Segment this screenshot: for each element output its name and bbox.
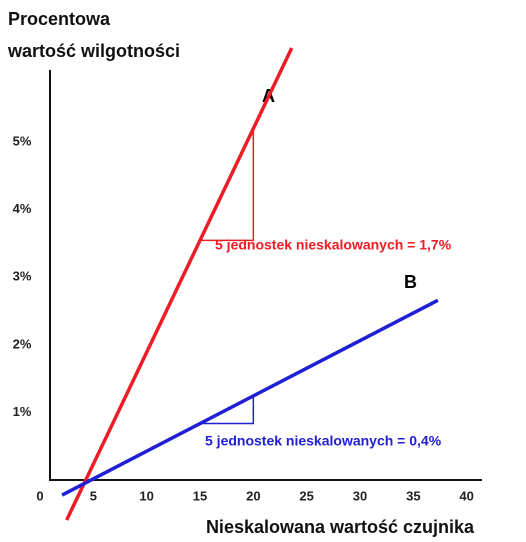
series-line [61, 298, 439, 497]
x-tick-label: 15 [193, 489, 207, 504]
slope-triangle [200, 395, 255, 425]
series-label: B [404, 272, 417, 292]
x-tick-label: 35 [406, 489, 420, 504]
annotation: 5 jednostek nieskalowanych = 1,7% [215, 237, 452, 253]
annotation: 5 jednostek nieskalowanych = 0,4% [205, 433, 442, 449]
y-tick-label: 5% [13, 133, 32, 148]
x-tick-label: 20 [246, 489, 260, 504]
y-tick-label: 1% [13, 404, 32, 419]
y-tick-label: 2% [13, 336, 32, 351]
y-axis-title: Procentowa [8, 9, 111, 29]
x-tick-label: 10 [139, 489, 153, 504]
x-tick-label: 30 [353, 489, 367, 504]
y-tick-label: 3% [13, 269, 32, 284]
y-tick-label: 4% [13, 201, 32, 216]
series-line [65, 47, 294, 521]
x-axis-title: Nieskalowana wartość czujnika [206, 517, 475, 537]
y-axis-title: wartość wilgotności [7, 41, 180, 61]
x-tick-label: 40 [459, 489, 473, 504]
x-tick-label: 25 [299, 489, 313, 504]
x-tick-label: 5 [90, 489, 97, 504]
slope-triangle [200, 128, 255, 242]
x-tick-label: 0 [36, 489, 43, 504]
